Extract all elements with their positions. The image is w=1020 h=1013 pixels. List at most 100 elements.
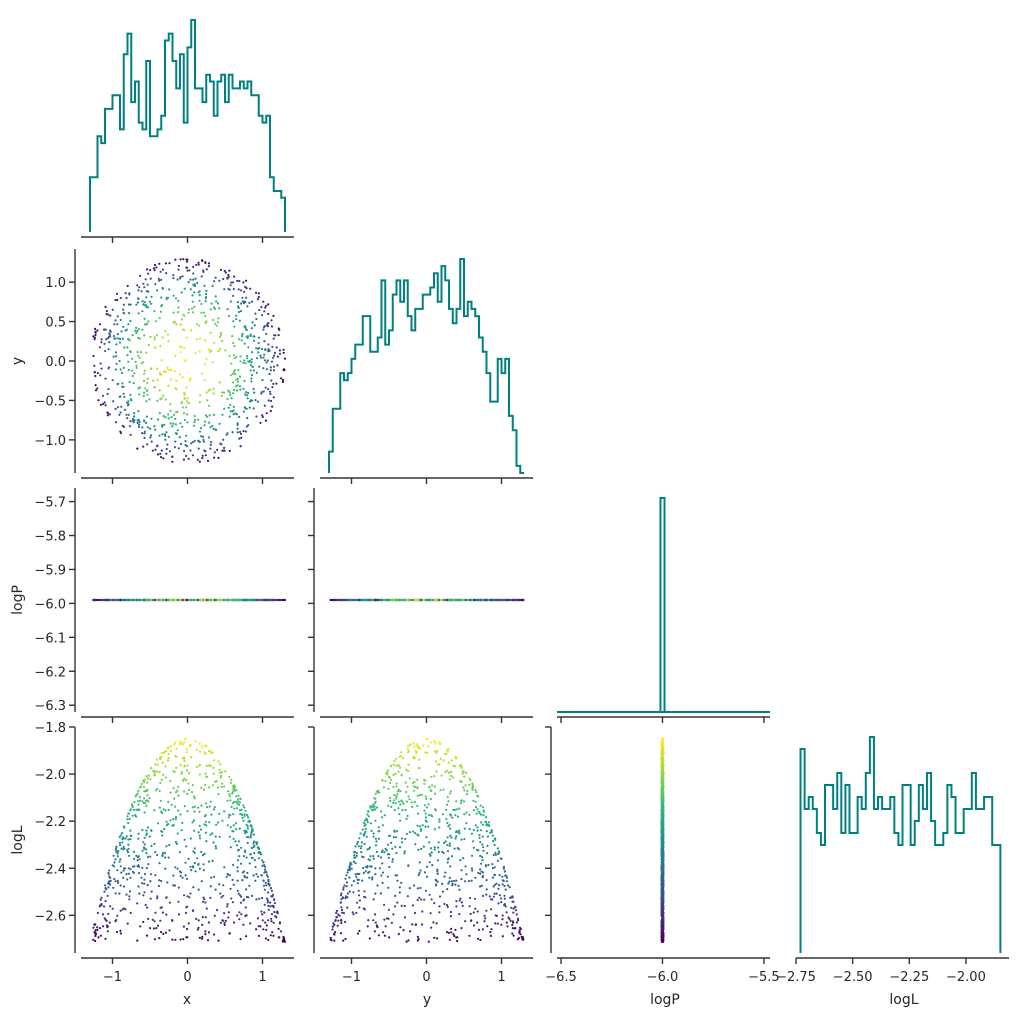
scatter-point — [179, 764, 182, 767]
scatter-x-logL — [92, 737, 287, 943]
scatter-point — [261, 896, 264, 900]
scatter-point — [381, 871, 385, 874]
scatter-point — [493, 873, 497, 876]
scatter-point — [127, 303, 130, 306]
scatter-point — [214, 322, 217, 325]
scatter-point — [245, 279, 248, 282]
scatter-point — [491, 867, 494, 870]
scatter-point — [395, 757, 398, 760]
scatter-point — [109, 879, 112, 883]
scatter-point — [117, 337, 120, 340]
scatter-point — [223, 912, 226, 915]
scatter-point — [204, 772, 207, 775]
scatter-point — [227, 287, 230, 290]
scatter-point — [503, 903, 506, 907]
scatter-point — [144, 903, 147, 907]
scatter-point — [462, 598, 465, 602]
scatter-point — [259, 421, 262, 424]
scatter-point — [474, 806, 478, 809]
scatter-point — [271, 405, 274, 408]
scatter-point — [176, 410, 179, 413]
scatter-point — [478, 836, 481, 839]
scatter-point — [154, 911, 157, 914]
scatter-point — [164, 856, 167, 859]
scatter-point — [163, 433, 167, 436]
scatter-point — [122, 848, 125, 851]
scatter-point — [239, 388, 242, 391]
scatter-point — [119, 834, 122, 837]
scatter-point — [342, 598, 345, 602]
scatter-point — [232, 405, 235, 408]
scatter-point — [393, 808, 396, 812]
scatter-point — [201, 923, 204, 927]
scatter-point — [143, 843, 146, 846]
scatter-point — [248, 598, 251, 602]
scatter-point — [133, 800, 136, 804]
scatter-point — [177, 900, 180, 903]
scatter-point — [204, 314, 207, 317]
scatter-point — [147, 306, 150, 309]
scatter-point — [381, 862, 384, 865]
scatter-point — [245, 335, 248, 338]
scatter-point — [138, 858, 141, 861]
scatter-point — [248, 862, 251, 865]
scatter-point — [455, 800, 458, 803]
scatter-point — [196, 598, 199, 602]
scatter-point — [458, 832, 461, 835]
scatter-point — [196, 458, 199, 461]
scatter-point — [232, 320, 235, 323]
scatter-point — [192, 886, 195, 889]
scatter-point — [395, 851, 398, 855]
scatter-point — [377, 789, 380, 792]
scatter-point — [458, 807, 461, 810]
scatter-point — [212, 772, 215, 775]
scatter-point — [232, 294, 235, 297]
scatter-point — [501, 875, 504, 878]
scatter-point — [245, 394, 249, 397]
scatter-point — [173, 797, 176, 800]
scatter-point — [407, 745, 410, 748]
scatter-point — [265, 368, 269, 371]
scatter-point — [283, 357, 287, 360]
scatter-point — [383, 903, 386, 906]
scatter-point — [186, 877, 189, 880]
scatter-point — [386, 769, 390, 772]
scatter-point — [205, 391, 208, 394]
scatter-point — [116, 333, 119, 336]
scatter-point — [230, 397, 233, 400]
scatter-point — [400, 904, 403, 907]
scatter-point — [249, 369, 252, 372]
scatter-point — [423, 782, 426, 786]
scatter-point — [173, 743, 176, 746]
scatter-point — [248, 301, 251, 304]
scatter-point — [114, 351, 118, 354]
scatter-point — [441, 850, 444, 854]
scatter-point — [256, 875, 260, 878]
scatter-point — [430, 741, 433, 744]
scatter-point — [150, 302, 153, 305]
scatter-point — [498, 874, 501, 877]
scatter-point — [201, 854, 205, 857]
scatter-point — [482, 849, 485, 852]
scatter-point — [183, 805, 186, 808]
scatter-point — [380, 810, 383, 813]
scatter-point — [103, 401, 106, 404]
scatter-point — [126, 922, 129, 925]
scatter-point — [222, 894, 225, 897]
scatter-point — [131, 374, 134, 378]
scatter-point — [450, 759, 453, 762]
scatter-point — [211, 361, 214, 364]
scatter-point — [493, 837, 496, 840]
scatter-point — [137, 387, 140, 390]
scatter-point — [141, 800, 144, 803]
scatter-point — [373, 598, 376, 602]
scatter-point — [107, 912, 110, 916]
scatter-point — [481, 856, 484, 859]
scatter-point — [139, 925, 142, 928]
scatter-point — [250, 828, 254, 831]
scatter-point — [211, 859, 214, 863]
scatter-point — [200, 275, 203, 278]
scatter-point — [249, 922, 252, 925]
scatter-point — [446, 821, 449, 825]
scatter-point — [399, 790, 402, 793]
